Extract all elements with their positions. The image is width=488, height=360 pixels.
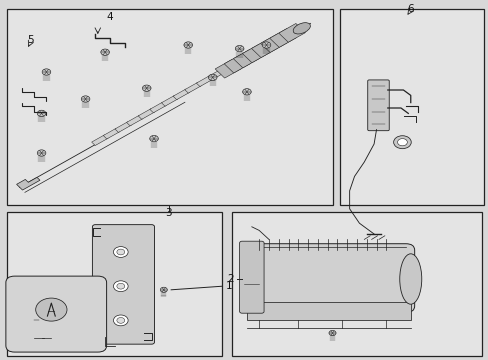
FancyBboxPatch shape bbox=[367, 80, 388, 131]
Bar bbox=[269, 28, 296, 48]
Circle shape bbox=[117, 318, 124, 323]
Circle shape bbox=[142, 85, 151, 91]
Circle shape bbox=[37, 150, 46, 156]
Bar bbox=[277, 30, 294, 41]
Circle shape bbox=[117, 283, 124, 289]
Bar bbox=[242, 44, 268, 63]
Bar bbox=[219, 63, 236, 73]
Text: 2: 2 bbox=[226, 274, 233, 284]
Bar bbox=[224, 54, 250, 73]
Circle shape bbox=[397, 139, 407, 146]
Circle shape bbox=[242, 89, 251, 95]
Circle shape bbox=[42, 69, 51, 75]
Text: 1: 1 bbox=[225, 281, 232, 291]
Bar bbox=[278, 23, 305, 42]
Circle shape bbox=[235, 45, 244, 52]
Text: 5: 5 bbox=[27, 35, 34, 45]
Bar bbox=[184, 82, 201, 93]
Bar bbox=[91, 135, 108, 145]
Circle shape bbox=[113, 315, 128, 326]
Text: 4: 4 bbox=[106, 12, 113, 22]
Bar bbox=[243, 50, 259, 60]
Circle shape bbox=[81, 96, 90, 102]
Bar bbox=[7, 9, 332, 205]
Circle shape bbox=[36, 298, 67, 321]
Bar bbox=[251, 39, 278, 58]
Bar bbox=[196, 76, 212, 86]
FancyBboxPatch shape bbox=[6, 276, 106, 352]
Circle shape bbox=[117, 249, 124, 255]
Bar bbox=[289, 23, 305, 34]
Circle shape bbox=[328, 330, 335, 336]
Circle shape bbox=[149, 135, 158, 142]
Bar bbox=[232, 212, 481, 356]
Bar bbox=[103, 128, 120, 139]
Text: 6: 6 bbox=[407, 4, 413, 14]
Bar bbox=[215, 59, 241, 78]
Bar bbox=[7, 212, 222, 356]
Bar bbox=[231, 56, 247, 67]
Bar bbox=[233, 49, 260, 68]
Polygon shape bbox=[17, 177, 40, 190]
Circle shape bbox=[183, 42, 192, 48]
Text: 3: 3 bbox=[165, 208, 172, 218]
Bar bbox=[254, 43, 270, 54]
Bar bbox=[161, 95, 178, 106]
Bar bbox=[339, 9, 483, 205]
Bar bbox=[260, 34, 286, 53]
Circle shape bbox=[113, 281, 128, 292]
Bar bbox=[126, 115, 142, 126]
Bar bbox=[207, 69, 224, 80]
Bar bbox=[115, 122, 131, 132]
Circle shape bbox=[101, 49, 109, 55]
Ellipse shape bbox=[399, 254, 421, 304]
FancyBboxPatch shape bbox=[239, 241, 264, 313]
Circle shape bbox=[208, 74, 217, 81]
Circle shape bbox=[262, 42, 270, 48]
Circle shape bbox=[113, 247, 128, 257]
Bar bbox=[149, 102, 166, 113]
FancyBboxPatch shape bbox=[246, 302, 410, 320]
Circle shape bbox=[393, 136, 410, 149]
FancyBboxPatch shape bbox=[240, 244, 414, 312]
Circle shape bbox=[37, 110, 46, 117]
FancyBboxPatch shape bbox=[92, 225, 154, 344]
Circle shape bbox=[160, 287, 167, 292]
Bar bbox=[265, 37, 282, 47]
Bar bbox=[138, 109, 154, 119]
Ellipse shape bbox=[293, 23, 310, 34]
Bar bbox=[173, 89, 189, 100]
